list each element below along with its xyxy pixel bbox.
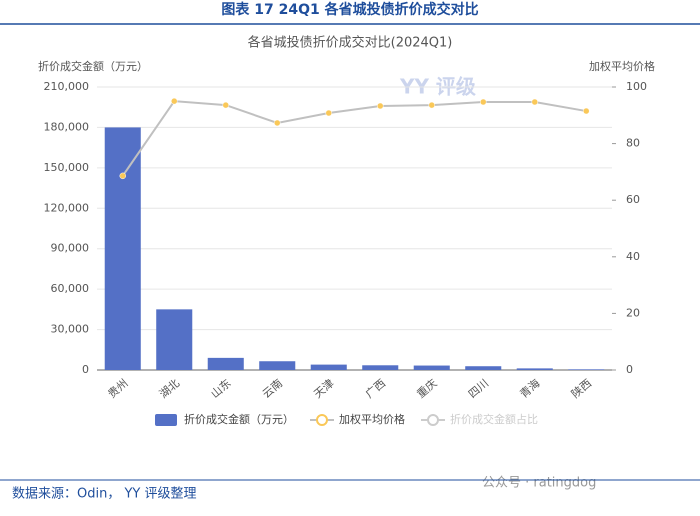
x-tick-label: 广西 <box>363 377 388 401</box>
legend-label: 折价成交金额占比 <box>450 412 538 426</box>
bar <box>104 127 141 370</box>
y-tick-label: 180,000 <box>44 120 90 133</box>
y2-tick-label: 40 <box>626 250 640 263</box>
bar <box>310 364 347 370</box>
line-point <box>531 98 538 106</box>
legend-swatch <box>155 414 177 426</box>
y-tick-label: 90,000 <box>51 242 90 255</box>
x-tick-label: 湖北 <box>157 377 182 401</box>
legend-swatch <box>316 414 328 426</box>
line-point <box>377 102 384 110</box>
bar <box>207 357 244 370</box>
line <box>121 100 587 177</box>
bar <box>568 369 605 370</box>
x-tick-label: 青海 <box>517 376 543 401</box>
y2-tick-label: 80 <box>626 137 640 150</box>
y-tick-label: 0 <box>82 363 89 376</box>
x-tick-label: 重庆 <box>414 376 440 401</box>
y2-tick-label: 20 <box>626 306 640 319</box>
watermark: 公众号 · ratingdog <box>482 476 596 491</box>
line-point <box>325 109 332 117</box>
bar <box>465 366 502 370</box>
header-title: 图表 17 24Q1 各省城投债折价成交对比 <box>221 1 478 18</box>
bar <box>516 368 553 370</box>
x-tick-label: 贵州 <box>105 377 130 401</box>
legend-swatch <box>427 414 439 426</box>
y-tick-label: 210,000 <box>44 80 90 93</box>
line-point <box>480 98 487 106</box>
y-tick-label: 60,000 <box>51 282 90 295</box>
y2-tick-label: 0 <box>626 363 633 376</box>
line-point <box>274 119 281 127</box>
x-tick-label: 四川 <box>466 377 491 401</box>
x-tick-label: 云南 <box>260 377 285 401</box>
y-axis-label: 折价成交金额（万元） <box>38 59 148 73</box>
line-point <box>119 172 126 180</box>
line-point <box>171 97 178 105</box>
x-tick-label: 山东 <box>208 377 233 401</box>
y-tick-label: 120,000 <box>44 201 90 214</box>
bar <box>156 309 193 370</box>
legend-label: 加权平均价格 <box>339 412 405 426</box>
y-tick-label: 150,000 <box>44 161 90 174</box>
chart-title: 各省城投债折价成交对比(2024Q1) <box>248 35 453 51</box>
plot: 0 30,000 60,000 90,000 120,000 150,000 180,000… <box>44 80 647 426</box>
y2-axis-label: 加权平均价格 <box>589 59 655 73</box>
bar <box>259 361 296 370</box>
line-point <box>428 101 435 109</box>
line-point <box>222 101 229 109</box>
line-point <box>583 107 590 115</box>
bar <box>362 365 399 370</box>
y2-tick-label: 60 <box>626 193 640 206</box>
x-tick-label: 陕西 <box>568 376 594 401</box>
legend-label: 折价成交金额（万元） <box>184 412 294 426</box>
y-tick-label: 30,000 <box>51 323 90 336</box>
y2-tick-label: 100 <box>626 80 647 93</box>
source: 数据来源：Odin， YY 评级整理 <box>12 487 196 502</box>
bar <box>413 365 450 370</box>
x-tick-label: 天津 <box>311 377 336 401</box>
